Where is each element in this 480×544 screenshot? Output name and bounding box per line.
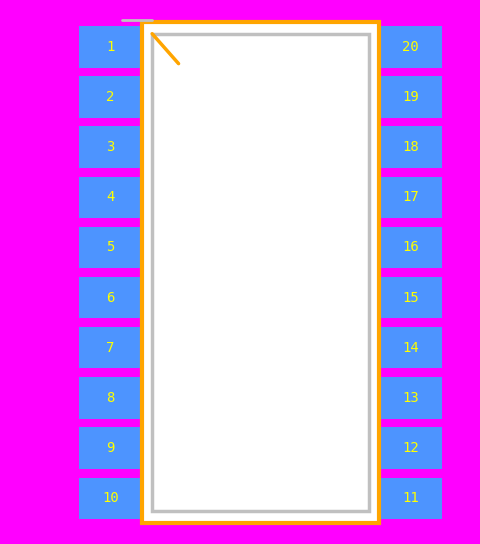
Bar <box>379 277 442 318</box>
Text: 13: 13 <box>402 391 419 405</box>
Bar <box>79 428 142 469</box>
Bar <box>79 327 142 368</box>
Text: 19: 19 <box>402 90 419 104</box>
Text: 10: 10 <box>102 491 119 505</box>
Bar <box>79 378 142 419</box>
Bar <box>152 34 369 511</box>
Text: 12: 12 <box>402 441 419 455</box>
Text: 3: 3 <box>106 140 115 154</box>
Bar <box>379 127 442 168</box>
Text: 1: 1 <box>106 40 115 54</box>
Bar <box>79 277 142 318</box>
Bar <box>379 327 442 368</box>
Bar <box>379 428 442 469</box>
Bar <box>379 378 442 419</box>
Bar <box>379 177 442 218</box>
Text: 5: 5 <box>106 240 115 255</box>
Text: 16: 16 <box>402 240 419 255</box>
Text: 18: 18 <box>402 140 419 154</box>
Text: 4: 4 <box>106 190 115 205</box>
Bar <box>79 76 142 118</box>
Bar <box>79 478 142 519</box>
Bar <box>379 26 442 67</box>
Bar <box>79 227 142 268</box>
Text: 20: 20 <box>402 40 419 54</box>
Bar <box>379 478 442 519</box>
Bar <box>379 76 442 118</box>
Text: 11: 11 <box>402 491 419 505</box>
Text: 8: 8 <box>106 391 115 405</box>
Text: 15: 15 <box>402 290 419 305</box>
Bar <box>79 26 142 67</box>
Text: 9: 9 <box>106 441 115 455</box>
Bar <box>79 127 142 168</box>
Text: 6: 6 <box>106 290 115 305</box>
Text: 7: 7 <box>106 341 115 355</box>
Text: 17: 17 <box>402 190 419 205</box>
Text: 2: 2 <box>106 90 115 104</box>
Bar <box>79 177 142 218</box>
Bar <box>379 227 442 268</box>
Bar <box>142 22 379 523</box>
Text: 14: 14 <box>402 341 419 355</box>
